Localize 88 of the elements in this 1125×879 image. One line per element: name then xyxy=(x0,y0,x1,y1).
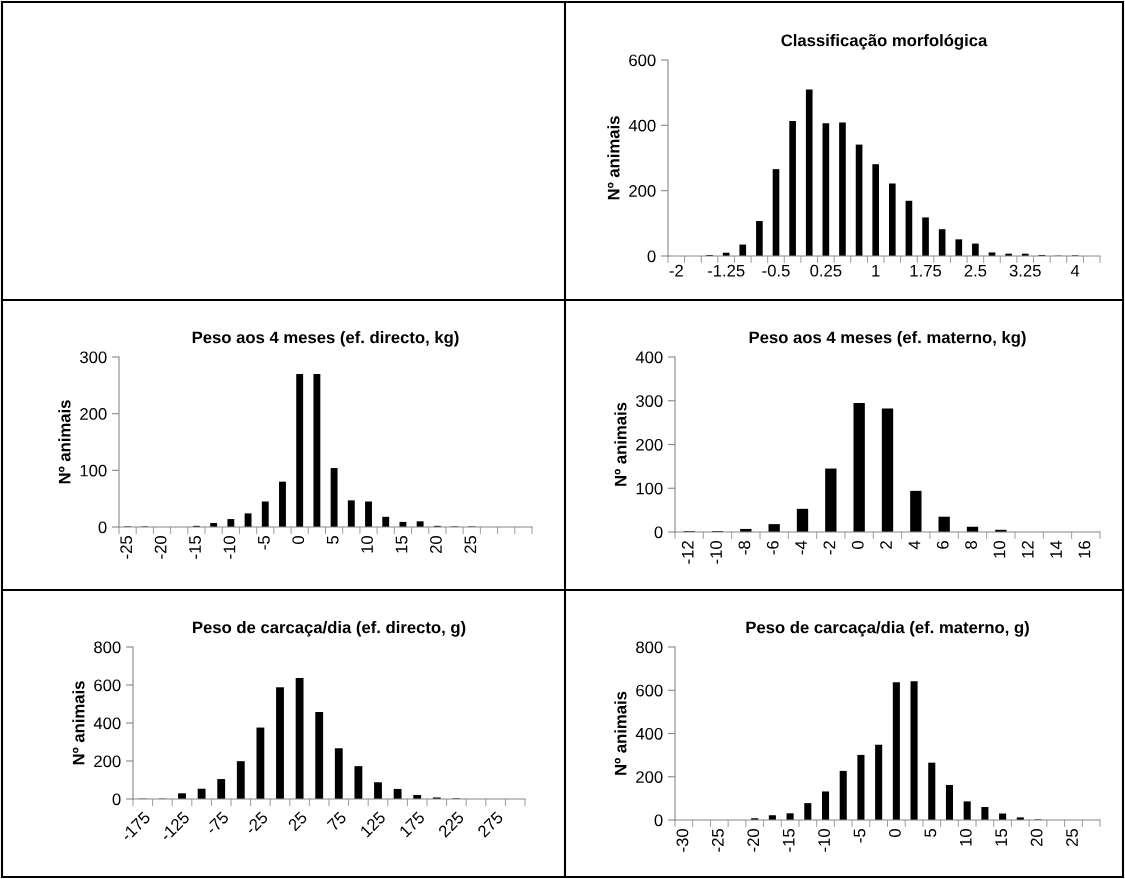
x-tick-label: -5 xyxy=(258,536,270,550)
y-tick-label: 800 xyxy=(636,641,663,654)
x-tick-label: 275 xyxy=(476,810,504,838)
x-tick-label: -15 xyxy=(189,536,201,559)
x-tick-label: -8 xyxy=(738,541,751,555)
x-tick-label: -75 xyxy=(205,811,230,836)
y-tick-label: 600 xyxy=(636,684,663,697)
x-tick-label: -1.25 xyxy=(707,264,745,277)
x-tick-label: -10 xyxy=(223,535,236,559)
x-tick-label: 0 xyxy=(292,535,305,544)
y-axis-title: Nº animais xyxy=(72,681,85,765)
y-tick-label: 100 xyxy=(80,464,107,477)
x-tick-label: 20 xyxy=(430,535,442,554)
y-tick-label: 600 xyxy=(629,54,656,67)
x-tick-label: 8 xyxy=(965,541,977,549)
x-tick-label: -0.5 xyxy=(762,264,790,277)
y-tick-label: 300 xyxy=(636,395,663,407)
x-tick-label: 10 xyxy=(993,540,1006,558)
x-tick-label: 10 xyxy=(361,535,373,553)
x-tick-label: 175 xyxy=(398,811,426,838)
y-tick-label: 200 xyxy=(636,438,663,451)
x-tick-label: -2 xyxy=(823,541,836,555)
x-tick-label: -6 xyxy=(766,541,779,555)
y-tick-label: 100 xyxy=(636,482,663,495)
x-tick-label: 12 xyxy=(1021,541,1034,558)
y-axis-title: Nº animais xyxy=(607,116,620,200)
x-tick-label: -30 xyxy=(676,828,689,852)
y-tick-label: 400 xyxy=(93,717,121,730)
y-tick-label: 300 xyxy=(80,351,107,364)
y-tick-label: 400 xyxy=(628,119,656,132)
y-tick-label: 200 xyxy=(629,185,656,197)
y-tick-label: 400 xyxy=(635,727,663,740)
x-tick-label: 4 xyxy=(908,540,921,550)
y-tick-label: 0 xyxy=(112,793,121,806)
x-tick-label: 125 xyxy=(359,810,387,838)
x-tick-label: 75 xyxy=(326,811,347,832)
x-tick-label: 5 xyxy=(924,829,937,837)
x-tick-label: 25 xyxy=(1066,829,1078,847)
y-tick-label: 400 xyxy=(635,351,663,364)
y-tick-label: 800 xyxy=(94,641,121,654)
chart-title: Classificação morfológica xyxy=(781,33,988,50)
x-tick-label: 2.5 xyxy=(964,264,987,277)
x-tick-label: -15 xyxy=(782,829,795,852)
y-tick-label: 200 xyxy=(636,771,663,783)
x-tick-label: -125 xyxy=(159,810,191,842)
y-tick-label: 0 xyxy=(647,250,656,263)
x-tick-label: -12 xyxy=(681,541,694,564)
x-tick-label: 3.25 xyxy=(1009,264,1041,277)
y-tick-label: 600 xyxy=(94,679,121,692)
x-tick-label: -175 xyxy=(120,811,151,842)
x-tick-label: 20 xyxy=(1030,828,1043,847)
x-tick-label: -20 xyxy=(747,828,760,852)
x-tick-label: -5 xyxy=(853,829,866,843)
x-tick-label: -10 xyxy=(818,828,830,852)
y-tick-label: 200 xyxy=(80,408,107,420)
x-tick-label: 0 xyxy=(889,828,901,837)
chart-title: Peso de carcaça/dia (ef. directo, g) xyxy=(193,621,466,637)
x-tick-label: 5 xyxy=(326,536,339,544)
y-tick-label: 200 xyxy=(94,755,121,768)
x-tick-label: 4 xyxy=(1070,264,1080,277)
x-tick-label: 15 xyxy=(395,536,408,553)
x-tick-label: 6 xyxy=(936,541,949,549)
x-tick-label: 1 xyxy=(872,264,880,277)
x-tick-label: -2 xyxy=(669,264,683,277)
x-tick-label: 25 xyxy=(464,536,477,554)
y-axis-title: Nº animais xyxy=(58,400,71,484)
x-tick-label: -25 xyxy=(711,829,724,852)
x-tick-label: -25 xyxy=(244,810,269,836)
x-tick-label: 225 xyxy=(437,810,465,838)
x-tick-label: -20 xyxy=(154,535,167,559)
chart-title: Peso aos 4 meses (ef. materno, kg) xyxy=(749,331,1026,347)
x-tick-label: 16 xyxy=(1078,541,1091,558)
y-axis-title: Nº animais xyxy=(614,402,627,486)
x-tick-label: 14 xyxy=(1050,540,1062,558)
x-tick-label: 0.25 xyxy=(810,264,842,277)
x-tick-label: 25 xyxy=(287,810,308,832)
y-tick-label: 0 xyxy=(98,521,107,534)
x-tick-label: 1.75 xyxy=(910,264,942,277)
chart-title: Peso de carcaça/dia (ef. materno, g) xyxy=(746,621,1029,637)
x-tick-label: -4 xyxy=(795,540,807,555)
y-axis-title: Nº animais xyxy=(614,691,627,775)
x-tick-label: 15 xyxy=(995,829,1008,846)
x-tick-label: -25 xyxy=(120,536,133,559)
x-tick-label: 10 xyxy=(959,828,972,846)
x-tick-label: -10 xyxy=(710,540,722,564)
x-tick-label: 0 xyxy=(851,540,864,549)
chart-title: Peso aos 4 meses (ef. directo, kg) xyxy=(192,331,459,347)
x-tick-label: 2 xyxy=(880,541,892,549)
